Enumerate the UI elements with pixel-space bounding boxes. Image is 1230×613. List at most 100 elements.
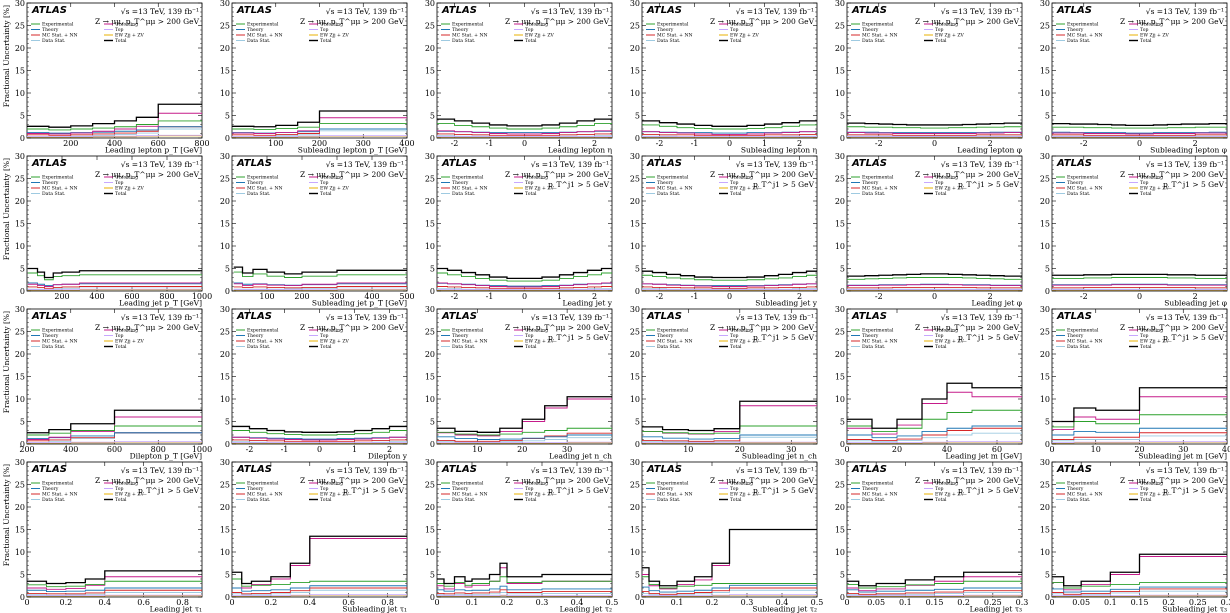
y-axis-label: Fractional Uncertainty [%]: [2, 158, 11, 260]
legend-label: Total: [320, 191, 332, 197]
legend-label: Theory: [452, 180, 469, 186]
legend-label: Experimental: [657, 481, 689, 487]
x-tick-label: 0.25: [984, 598, 1002, 607]
y-tick-label: 0: [225, 593, 230, 602]
legend-label: Unfolding: [525, 175, 548, 181]
legend-label: Theory: [862, 27, 879, 33]
legend-label: Theory: [862, 180, 879, 186]
y-tick-label: 10: [835, 395, 845, 404]
y-tick-label: 30: [1040, 0, 1050, 8]
series-line-theory: [27, 126, 202, 134]
legend-label: Unfolding: [1140, 175, 1163, 181]
y-tick-label: 15: [1040, 525, 1050, 534]
legend-label: Unfolding: [1140, 22, 1163, 28]
x-tick-label: 0: [229, 598, 234, 607]
x-tick-label: -2: [1080, 292, 1088, 301]
series-line-theory: [437, 585, 612, 592]
y-tick-label: 5: [430, 264, 435, 273]
x-tick-label: 300: [356, 139, 371, 148]
x-tick-label: 0.15: [1131, 598, 1149, 607]
legend-label: Theory: [452, 27, 469, 33]
legend-label: Theory: [42, 486, 59, 492]
series-line-total: [1052, 122, 1227, 127]
selection-label: Z → μμ, p_T^μμ > 200 GeV: [300, 170, 405, 179]
x-tick-label: 0: [317, 445, 322, 454]
series-line-theory: [232, 585, 407, 592]
legend-label: Experimental: [452, 22, 484, 28]
y-tick-label: 5: [840, 570, 845, 579]
chart-panel: 0 5 10 15 20 25 30 100 200 300 400 500 Subleading je…: [205, 152, 415, 308]
legend-label: EW Zjj + ZV: [1140, 492, 1170, 498]
legend-label: Experimental: [42, 175, 74, 181]
selection-label: Z → μμ, p_T^μμ > 200 GeV: [505, 323, 610, 332]
legend-label: Data Stat.: [452, 191, 476, 197]
y-tick-label: 10: [425, 242, 435, 251]
x-tick-label: 200: [63, 139, 78, 148]
chart-panel: 0 5 10 15 20 25 30 0 10 20 30 40 Subleading jet m [G…: [1025, 305, 1230, 461]
y-tick-label: 20: [630, 197, 640, 206]
jet-cut-label: p_T^j1 > 5 GeV: [1163, 180, 1225, 189]
series-line-unfolding: [233, 282, 407, 287]
series-line-top: [27, 134, 202, 138]
chart-panel: 0 5 10 15 20 25 30 0 0.1 0.2 0.3 0.4 0.5 Subleading j…: [615, 458, 824, 613]
y-tick-label: 25: [1040, 21, 1050, 30]
series-line-unfolding: [27, 282, 202, 287]
x-axis-label: Leading lepton p_T [GeV]: [105, 146, 202, 155]
series-line-theory: [847, 425, 1022, 439]
selection-label: Z → μμ, p_T^μμ > 200 GeV: [95, 17, 200, 26]
legend-label: Theory: [657, 486, 674, 492]
chart-panel: 0 5 10 15 20 25 30 0 0.2 0.4 0.6 0.8 Leading jet τ₁ F…: [0, 458, 205, 613]
x-tick-label: 200: [312, 139, 327, 148]
x-tick-label: -2: [656, 139, 664, 148]
y-tick-label: 0: [635, 287, 640, 296]
x-tick-label: 40: [942, 445, 952, 454]
energy-lumi-label: √s =13 TeV, 139 fb⁻¹: [1146, 466, 1224, 475]
chart-panel: 0 5 10 15 20 25 30 -2 0 2 Subleading lepton φ ATLAS…: [1025, 0, 1230, 155]
y-tick-label: 5: [225, 417, 230, 426]
x-tick-label: 20: [892, 445, 902, 454]
jet-cut-label: p_T^j1 > 5 GeV: [753, 180, 815, 189]
legend-label: Data Stat.: [42, 191, 66, 197]
y-tick-label: 25: [1040, 480, 1050, 489]
x-tick-label: 0.1: [671, 598, 684, 607]
x-tick-label: 0.2: [501, 598, 514, 607]
x-tick-label: 0.15: [926, 598, 944, 607]
x-tick-label: 0.6: [342, 598, 355, 607]
y-tick-label: 5: [20, 417, 25, 426]
legend-label: MC Stat. + NN: [452, 186, 488, 192]
series-line-experimental: [27, 272, 202, 281]
x-tick-label: 0: [1137, 139, 1142, 148]
legend-label: Unfolding: [730, 175, 753, 181]
legend-label: EW Zjj + ZV: [730, 33, 760, 39]
y-tick-label: 15: [15, 372, 25, 381]
y-tick-label: 0: [225, 287, 230, 296]
legend-label: Experimental: [42, 481, 74, 487]
selection-label: Z → μμ, p_T^μμ > 200 GeV: [1120, 17, 1225, 26]
y-tick-label: 0: [430, 134, 435, 143]
energy-lumi-label: √s =13 TeV, 139 fb⁻¹: [326, 466, 404, 475]
series-line-total: [642, 120, 817, 127]
y-tick-label: 20: [220, 503, 230, 512]
legend-label: Experimental: [1067, 175, 1099, 181]
x-tick-label: 200: [19, 445, 34, 454]
series-line-top: [27, 441, 202, 444]
jet-cut-label: p_T^j1 > 5 GeV: [958, 333, 1020, 342]
y-tick-label: 25: [630, 480, 640, 489]
chart-panel: 0 5 10 15 20 25 30 10 20 30 Subleading jet n_ch ATL…: [615, 305, 820, 461]
x-axis-label: Leading jet φ: [971, 299, 1022, 308]
x-tick-label: 400: [364, 292, 379, 301]
x-tick-label: 800: [151, 445, 166, 454]
legend-label: Total: [935, 344, 947, 350]
y-tick-label: 10: [1040, 242, 1050, 251]
y-axis-label: Fractional Uncertainty [%]: [2, 464, 11, 566]
jet-cut-label: p_T^j1 > 5 GeV: [548, 486, 610, 495]
legend-label: Theory: [862, 486, 879, 492]
experiment-label: ATLAS: [441, 311, 477, 322]
x-tick-label: 0.3: [741, 598, 754, 607]
legend-label: Top: [320, 27, 328, 33]
